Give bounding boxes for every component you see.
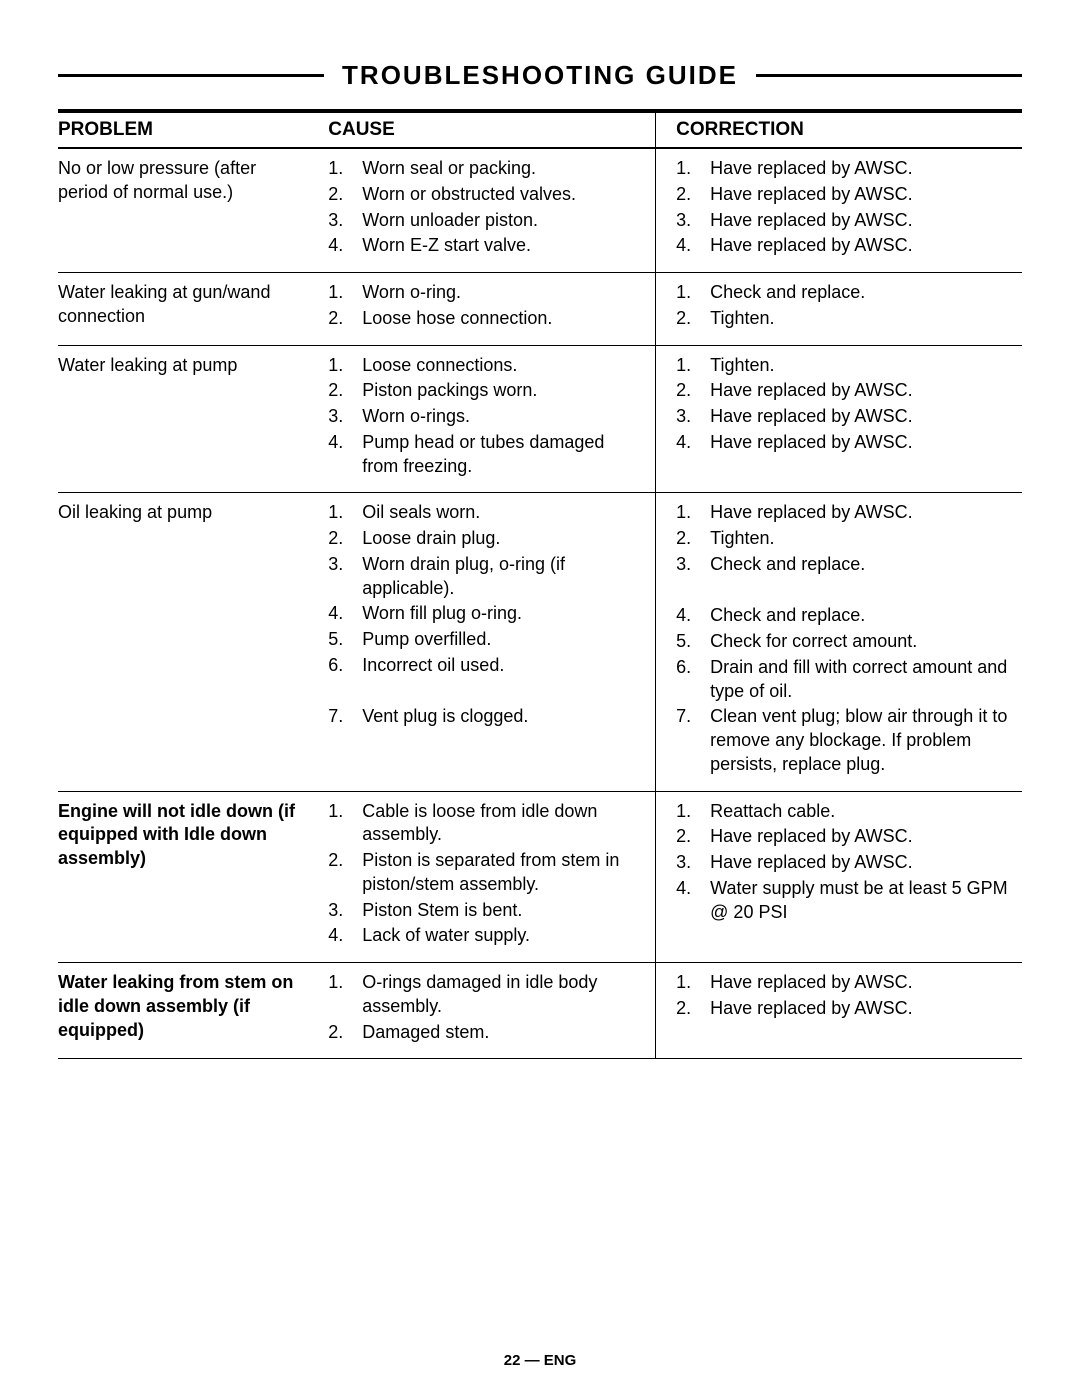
cause-item: 1.O-rings damaged in idle body assembly.	[328, 971, 645, 1019]
correction-item: 3.Have replaced by AWSC.	[676, 209, 1012, 233]
cause-item: 4.Pump head or tubes damaged from freezi…	[328, 431, 645, 479]
cause-item: 2.Loose hose connection.	[328, 307, 645, 331]
correction-cell: 1.Have replaced by AWSC.2.Tighten.3.Chec…	[656, 493, 1022, 791]
cause-item: 3.Worn drain plug, o-ring (if applicable…	[328, 553, 645, 601]
cause-item: 2.Piston is separated from stem in pisto…	[328, 849, 645, 897]
rule-right	[756, 74, 1022, 77]
cause-item: 1.Loose connections.	[328, 354, 645, 378]
problem-cell: No or low pressure (after period of norm…	[58, 148, 318, 273]
table-row: No or low pressure (after period of norm…	[58, 148, 1022, 273]
problem-cell: Water leaking at pump	[58, 345, 318, 493]
correction-item: 6.Drain and fill with correct amount and…	[676, 656, 1012, 704]
correction-item: 3.Have replaced by AWSC.	[676, 405, 1012, 429]
cause-item: 2.Loose drain plug.	[328, 527, 645, 551]
correction-cell: 1.Have replaced by AWSC.2.Have replaced …	[656, 148, 1022, 273]
correction-cell: 1.Check and replace.2.Tighten.	[656, 273, 1022, 346]
cause-cell: 1.Worn seal or packing.2.Worn or obstruc…	[318, 148, 655, 273]
cause-item: 3.Worn unloader piston.	[328, 209, 645, 233]
rule-left	[58, 74, 324, 77]
correction-item: 1.Have replaced by AWSC.	[676, 157, 1012, 181]
cause-item: 3.Worn o-rings.	[328, 405, 645, 429]
cause-item: 3.Piston Stem is bent.	[328, 899, 645, 923]
cause-item: 4.Lack of water supply.	[328, 924, 645, 948]
table-row: Water leaking at gun/wand connection1.Wo…	[58, 273, 1022, 346]
page-title: TROUBLESHOOTING GUIDE	[342, 60, 738, 91]
correction-item: 3.Check and replace.	[676, 553, 1012, 577]
cause-item: 2.Damaged stem.	[328, 1021, 645, 1045]
cause-item: 5.Pump overfilled.	[328, 628, 645, 652]
correction-item: 4.Have replaced by AWSC.	[676, 431, 1012, 455]
correction-item: 2.Have replaced by AWSC.	[676, 183, 1012, 207]
problem-cell: Water leaking from stem on idle down ass…	[58, 963, 318, 1059]
table-row: Water leaking at pump1.Loose connections…	[58, 345, 1022, 493]
problem-cell: Water leaking at gun/wand connection	[58, 273, 318, 346]
cause-item: 4.Worn E-Z start valve.	[328, 234, 645, 258]
correction-item: 2.Have replaced by AWSC.	[676, 997, 1012, 1021]
page-footer: 22 — ENG	[0, 1352, 1080, 1369]
correction-item: 2.Have replaced by AWSC.	[676, 379, 1012, 403]
cause-item: 6.Incorrect oil used.	[328, 654, 645, 678]
cause-item: 1.Oil seals worn.	[328, 501, 645, 525]
correction-item: 1.Reattach cable.	[676, 800, 1012, 824]
correction-item: 1.Check and replace.	[676, 281, 1012, 305]
correction-item: 5.Check for correct amount.	[676, 630, 1012, 654]
problem-cell: Oil leaking at pump	[58, 493, 318, 791]
cause-cell: 1.O-rings damaged in idle body assembly.…	[318, 963, 655, 1059]
spacer	[676, 579, 1012, 603]
correction-item: 7.Clean vent plug; blow air through it t…	[676, 705, 1012, 776]
cause-item: 1.Worn o-ring.	[328, 281, 645, 305]
correction-item: 4.Water supply must be at least 5 GPM @ …	[676, 877, 1012, 925]
cause-cell: 1.Loose connections.2.Piston packings wo…	[318, 345, 655, 493]
cause-cell: 1.Worn o-ring.2.Loose hose connection.	[318, 273, 655, 346]
correction-item: 1.Tighten.	[676, 354, 1012, 378]
cause-item: 2.Worn or obstructed valves.	[328, 183, 645, 207]
cause-cell: 1.Cable is loose from idle down assembly…	[318, 791, 655, 963]
cause-item: 7.Vent plug is clogged.	[328, 705, 645, 729]
header-cause: CAUSE	[318, 111, 655, 148]
spacer	[328, 680, 645, 704]
correction-item: 1.Have replaced by AWSC.	[676, 971, 1012, 995]
correction-cell: 1.Reattach cable.2.Have replaced by AWSC…	[656, 791, 1022, 963]
table-row: Oil leaking at pump1.Oil seals worn.2.Lo…	[58, 493, 1022, 791]
table-row: Engine will not idle down (if equipped w…	[58, 791, 1022, 963]
correction-item: 4.Have replaced by AWSC.	[676, 234, 1012, 258]
correction-item: 2.Tighten.	[676, 307, 1012, 331]
cause-cell: 1.Oil seals worn.2.Loose drain plug.3.Wo…	[318, 493, 655, 791]
problem-cell: Engine will not idle down (if equipped w…	[58, 791, 318, 963]
table-row: Water leaking from stem on idle down ass…	[58, 963, 1022, 1059]
title-row: TROUBLESHOOTING GUIDE	[58, 60, 1022, 91]
correction-item: 3.Have replaced by AWSC.	[676, 851, 1012, 875]
header-correction: CORRECTION	[656, 111, 1022, 148]
table-header-row: PROBLEM CAUSE CORRECTION	[58, 111, 1022, 148]
correction-cell: 1.Have replaced by AWSC.2.Have replaced …	[656, 963, 1022, 1059]
correction-item: 1.Have replaced by AWSC.	[676, 501, 1012, 525]
troubleshooting-table: PROBLEM CAUSE CORRECTION No or low press…	[58, 109, 1022, 1059]
header-problem: PROBLEM	[58, 111, 318, 148]
cause-item: 2.Piston packings worn.	[328, 379, 645, 403]
page: TROUBLESHOOTING GUIDE PROBLEM CAUSE CORR…	[0, 0, 1080, 1397]
correction-cell: 1.Tighten.2.Have replaced by AWSC.3.Have…	[656, 345, 1022, 493]
cause-item: 1.Worn seal or packing.	[328, 157, 645, 181]
correction-item: 2.Have replaced by AWSC.	[676, 825, 1012, 849]
cause-item: 1.Cable is loose from idle down assembly…	[328, 800, 645, 848]
correction-item: 4.Check and replace.	[676, 604, 1012, 628]
correction-item: 2.Tighten.	[676, 527, 1012, 551]
cause-item: 4.Worn fill plug o-ring.	[328, 602, 645, 626]
